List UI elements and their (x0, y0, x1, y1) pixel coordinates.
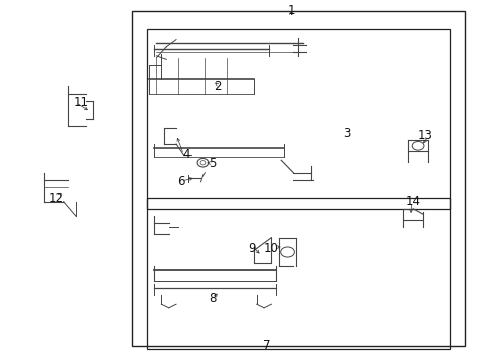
Text: 6: 6 (177, 175, 184, 188)
Text: 11: 11 (73, 96, 88, 109)
Text: 2: 2 (213, 80, 221, 93)
Text: 13: 13 (417, 129, 432, 141)
Text: 10: 10 (264, 242, 278, 255)
Text: 1: 1 (286, 4, 294, 17)
Bar (132, 11, 464, 346)
Text: 12: 12 (49, 192, 63, 204)
Text: 8: 8 (208, 292, 216, 305)
Bar (146, 198, 449, 349)
Text: 7: 7 (262, 339, 270, 352)
Text: 3: 3 (343, 127, 350, 140)
Text: 5: 5 (208, 157, 216, 170)
Text: 9: 9 (247, 242, 255, 255)
Text: 14: 14 (405, 195, 420, 208)
Bar (146, 29, 449, 209)
Text: 4: 4 (182, 148, 189, 161)
